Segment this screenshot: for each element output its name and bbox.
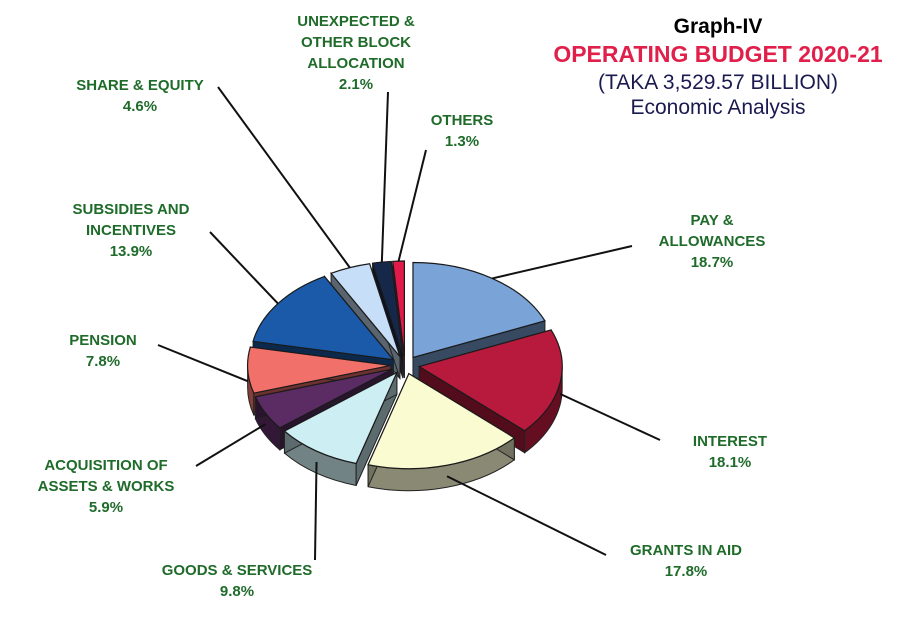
slice-label-7: SHARE & EQUITY 4.6% [76, 77, 204, 115]
leader-line-8 [380, 91, 389, 263]
slice-value-label: 9.8% [220, 583, 254, 600]
pie-slice-7 [330, 263, 401, 357]
slice-label-5: PENSION 7.8% [69, 332, 137, 370]
leader-line-1 [559, 392, 661, 441]
slice-value-label: 1.3% [445, 133, 479, 150]
pie-slice-2 [367, 372, 516, 470]
leader-lines [157, 86, 661, 561]
pie-slice-3 [283, 371, 399, 465]
slice-label-9: OTHERS 1.3% [431, 112, 494, 150]
slice-name-line: OTHERS [431, 112, 494, 129]
chart-title: OPERATING BUDGET 2020-21 [553, 41, 883, 67]
leader-line-7 [217, 86, 351, 269]
slice-name-line: ALLOCATION [307, 55, 404, 72]
slice-value-label: 7.8% [86, 353, 120, 370]
slice-label-8: UNEXPECTED & OTHER BLOCK ALLOCATION 2.1% [297, 13, 415, 93]
slice-name-line: INCENTIVES [86, 222, 176, 239]
slice-name-line: OTHER BLOCK [301, 34, 411, 51]
slice-name-line: GRANTS IN AID [630, 542, 742, 559]
pie-slice-0 [412, 261, 546, 359]
slice-name-line: PAY & [690, 212, 733, 229]
slice-label-3: GOODS & SERVICES 9.8% [162, 562, 313, 600]
slice-name-line: GOODS & SERVICES [162, 562, 313, 579]
slice-label-4: ACQUISITION OF ASSETS & WORKS 5.9% [38, 457, 175, 516]
slice-name-line: INTEREST [693, 433, 767, 450]
slice-name-line: SHARE & EQUITY [76, 77, 204, 94]
pie-slice-5 [247, 346, 391, 394]
leader-line-4 [195, 423, 266, 467]
slice-value-label: 13.9% [110, 243, 153, 260]
slice-value-label: 18.1% [709, 454, 752, 471]
leader-line-5 [157, 344, 249, 383]
chart-subtitle: (TAKA 3,529.57 BILLION) [598, 71, 838, 94]
chart-titles: Graph-IV OPERATING BUDGET 2020-21 (TAKA … [553, 15, 883, 119]
slice-value-label: 4.6% [123, 98, 157, 115]
leader-line-6 [209, 231, 279, 305]
pie-slice-6 [252, 275, 395, 361]
slice-label-0: PAY & ALLOWANCES 18.7% [659, 212, 766, 271]
pie-slice-4 [254, 368, 393, 429]
slice-value-label: 2.1% [339, 76, 373, 93]
slice-labels: PAY & ALLOWANCES 18.7% INTEREST 18.1% GRANTS … [38, 13, 767, 600]
slice-name-line: ASSETS & WORKS [38, 478, 175, 495]
slice-value-label: 18.7% [691, 254, 734, 271]
leader-line-0 [492, 245, 633, 280]
leader-line-2 [446, 475, 607, 556]
pie-slice-tops [247, 260, 563, 470]
chart-heading: Graph-IV [674, 15, 763, 38]
chart-caption: Economic Analysis [630, 96, 805, 119]
slice-name-line: ALLOWANCES [659, 233, 766, 250]
slice-name-line: SUBSIDIES AND [73, 201, 190, 218]
slice-value-label: 5.9% [89, 499, 123, 516]
slice-label-2: GRANTS IN AID 17.8% [630, 542, 742, 580]
slice-value-label: 17.8% [665, 563, 708, 580]
slice-label-6: SUBSIDIES AND INCENTIVES 13.9% [73, 201, 190, 260]
pie-slice-9 [392, 260, 406, 357]
slice-name-line: UNEXPECTED & [297, 13, 415, 30]
slice-label-1: INTEREST 18.1% [693, 433, 767, 471]
leader-line-3 [314, 462, 318, 561]
slice-name-line: PENSION [69, 332, 137, 349]
slice-name-line: ACQUISITION OF [44, 457, 167, 474]
pie-slice-1 [417, 329, 563, 432]
leader-line-9 [397, 149, 427, 262]
